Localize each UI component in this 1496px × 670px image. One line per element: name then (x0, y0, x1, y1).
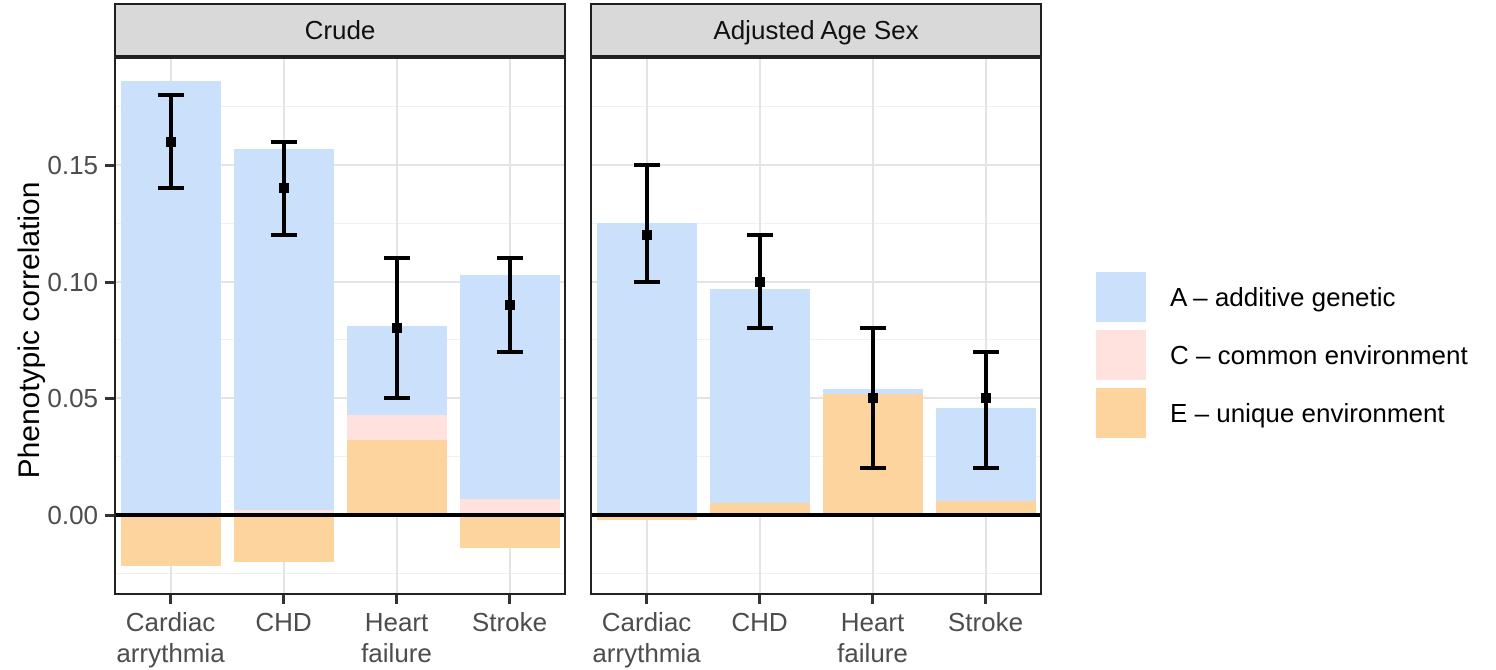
x-axis-tick-label: Cardiac arrythmia (592, 607, 701, 668)
x-axis-tick-label: CHD (255, 607, 312, 637)
y-axis-title: Phenotypic correlation (13, 181, 46, 479)
x-axis-tick (984, 595, 987, 604)
bar-segment-E (935, 500, 1036, 515)
legend-key-C (1096, 330, 1146, 380)
error-bar-cap-top (746, 232, 773, 237)
bar-segment-C (459, 498, 560, 515)
bar-segment-E (120, 515, 221, 567)
y-axis-tick-label: 0.00 (47, 500, 98, 530)
category-gridline (984, 57, 987, 595)
x-axis-tick-label: Heart failure (837, 607, 908, 668)
error-bar-cap-bottom (972, 466, 999, 471)
major-gridline (590, 163, 1042, 166)
major-gridline (590, 280, 1042, 283)
legend-label-A: A – additive genetic (1170, 281, 1396, 312)
y-axis-tick-label: 0.05 (47, 383, 98, 414)
facet-panel (590, 57, 1042, 595)
error-bar-cap-top (270, 139, 297, 144)
y-axis-tick (105, 163, 114, 167)
facet-strip-label: Crude (304, 14, 376, 45)
point-estimate-marker (278, 183, 289, 194)
y-axis-tick (105, 514, 114, 517)
x-axis-tick (871, 595, 874, 604)
y-axis-tick (105, 280, 114, 284)
bar-segment-E (346, 440, 447, 515)
facet-panel (114, 57, 566, 595)
facet-strip: Adjusted Age Sex (590, 3, 1042, 57)
legend-key-E (1096, 388, 1146, 438)
error-bar-line (983, 351, 988, 469)
x-axis-tick-label: Stroke (471, 607, 548, 637)
facet-strip: Crude (114, 3, 566, 57)
major-gridline (114, 280, 566, 283)
minor-gridline (590, 222, 1042, 224)
y-axis-tick (105, 397, 114, 401)
x-axis-tick-label: CHD (731, 607, 788, 637)
point-estimate-marker (391, 323, 402, 334)
x-axis-tick (645, 595, 648, 604)
x-axis-tick-label: Cardiac arrythmia (116, 607, 225, 668)
major-gridline (590, 397, 1042, 400)
error-bar-cap-top (496, 256, 523, 261)
category-gridline (871, 57, 874, 595)
minor-gridline (114, 222, 566, 224)
minor-gridline (114, 456, 566, 458)
error-bar-cap-bottom (157, 186, 184, 191)
legend-label-E: E – unique environment (1170, 397, 1445, 428)
bar-segment-E (233, 515, 334, 562)
error-bar-cap-bottom (496, 349, 523, 354)
error-bar-cap-bottom (270, 232, 297, 237)
x-axis-tick (758, 595, 761, 604)
error-bar-cap-top (633, 162, 660, 167)
zero-line (590, 513, 1042, 517)
x-axis-tick-label: Heart failure (361, 607, 432, 668)
error-bar-cap-top (383, 256, 410, 261)
minor-gridline (114, 339, 566, 341)
bar-segment-E (709, 503, 810, 515)
error-bar-cap-bottom (383, 396, 410, 401)
point-estimate-marker (504, 299, 515, 310)
minor-gridline (590, 339, 1042, 341)
point-estimate-marker (754, 276, 765, 287)
error-bar-line (644, 164, 649, 282)
minor-gridline (114, 572, 566, 574)
error-bar-cap-bottom (746, 326, 773, 331)
error-bar-cap-top (859, 326, 886, 331)
point-estimate-marker (980, 393, 991, 404)
bar-segment-E (459, 515, 560, 548)
legend-label-C: C – common environment (1170, 339, 1468, 370)
error-bar-cap-bottom (633, 279, 660, 284)
minor-gridline (590, 106, 1042, 108)
x-axis-tick (282, 595, 285, 604)
x-axis-tick (508, 595, 511, 604)
point-estimate-marker (641, 229, 652, 240)
facet-strip-label: Adjusted Age Sex (713, 14, 919, 45)
minor-gridline (590, 456, 1042, 458)
legend-key-A (1096, 272, 1146, 322)
bar-segment-C (233, 510, 334, 515)
error-bar-cap-top (972, 349, 999, 354)
error-bar-cap-top (157, 92, 184, 97)
bar-segment-E (596, 515, 697, 520)
point-estimate-marker (165, 136, 176, 147)
point-estimate-marker (867, 393, 878, 404)
major-gridline (114, 397, 566, 400)
x-axis-tick (395, 595, 398, 604)
error-bar-cap-bottom (859, 466, 886, 471)
y-axis-tick-label: 0.10 (47, 266, 98, 297)
minor-gridline (114, 106, 566, 108)
x-axis-tick-label: Stroke (947, 607, 1024, 637)
minor-gridline (590, 572, 1042, 574)
y-axis-tick-label: 0.15 (47, 149, 98, 180)
bar-segment-C (346, 414, 447, 441)
zero-line (114, 513, 566, 517)
x-axis-tick (169, 595, 172, 604)
major-gridline (114, 163, 566, 166)
